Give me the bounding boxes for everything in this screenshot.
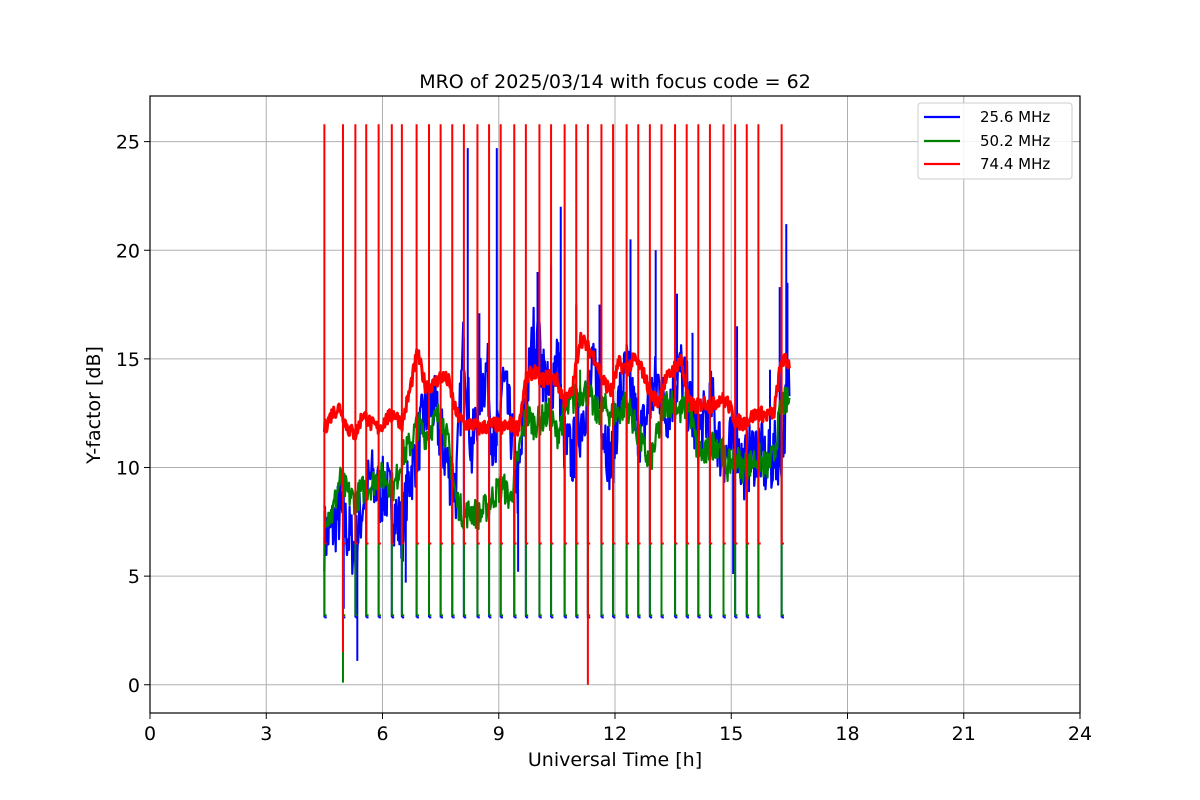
x-tick-label: 21	[952, 723, 976, 745]
y-tick-label: 25	[116, 132, 140, 154]
x-tick-label: 24	[1068, 723, 1092, 745]
x-tick-label: 9	[493, 723, 505, 745]
y-tick-label: 0	[128, 675, 140, 697]
y-axis-label: Y-factor [dB]	[83, 346, 105, 465]
legend-label-2: 74.4 MHz	[980, 155, 1050, 173]
x-tick-label: 18	[835, 723, 859, 745]
x-tick-label: 3	[260, 723, 272, 745]
y-tick-label: 20	[116, 240, 140, 262]
legend: 25.6 MHz 50.2 MHz 74.4 MHz	[917, 102, 1073, 180]
legend-label-1: 50.2 MHz	[980, 132, 1050, 150]
legend-label-0: 25.6 MHz	[980, 108, 1050, 126]
x-tick-label: 6	[376, 723, 388, 745]
x-tick-label: 15	[719, 723, 743, 745]
series-2	[322, 124, 791, 685]
y-tick-label: 15	[116, 349, 140, 371]
y-tick-label: 10	[116, 458, 140, 480]
axis-ticks: 0 3 6 9 12 15 18 21 24 0 5 10 15 20 25	[116, 132, 1092, 745]
x-axis-label: Universal Time [h]	[528, 749, 702, 771]
x-tick-label: 0	[144, 723, 156, 745]
plot-series	[322, 124, 791, 685]
legend-box	[917, 102, 1073, 180]
x-tick-label: 12	[603, 723, 627, 745]
y-tick-label: 5	[128, 566, 140, 588]
chart-title: MRO of 2025/03/14 with focus code = 62	[419, 71, 811, 93]
